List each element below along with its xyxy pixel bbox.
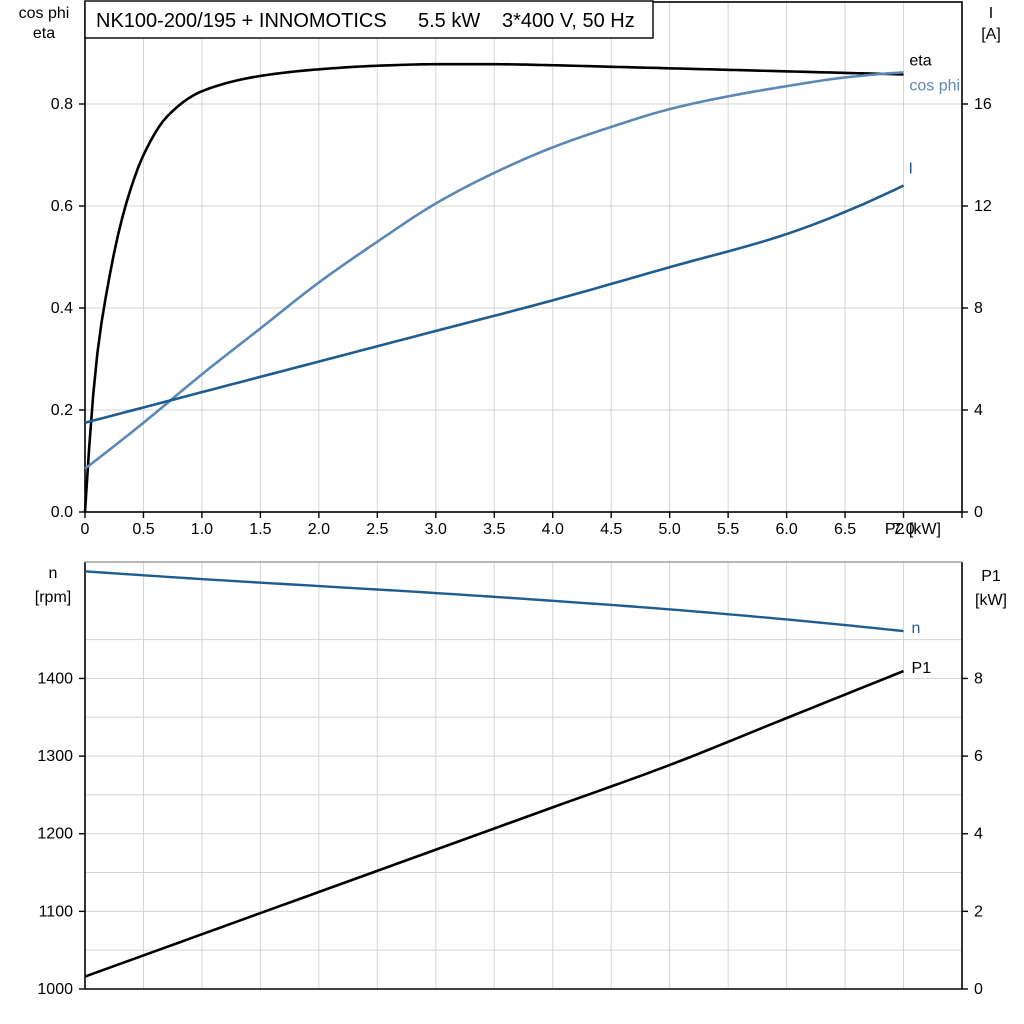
svg-text:P2 [kW]: P2 [kW] [885,521,941,538]
svg-text:1000: 1000 [37,981,73,998]
svg-text:1.0: 1.0 [191,521,213,538]
svg-text:1300: 1300 [37,748,73,765]
svg-text:12: 12 [974,198,992,215]
svg-text:[A]: [A] [981,26,1001,43]
svg-text:n: n [49,565,58,582]
svg-text:0: 0 [974,504,983,521]
svg-text:[kW]: [kW] [975,592,1007,609]
svg-text:2: 2 [974,903,983,920]
svg-text:8: 8 [974,670,983,687]
svg-text:0: 0 [81,521,90,538]
svg-text:3*400 V, 50 Hz: 3*400 V, 50 Hz [502,10,635,32]
svg-text:0.6: 0.6 [51,198,73,215]
svg-text:eta: eta [909,52,931,69]
svg-text:eta: eta [33,25,55,42]
svg-text:NK100-200/195 + INNOMOTICS: NK100-200/195 + INNOMOTICS [96,10,387,32]
svg-text:4.5: 4.5 [600,521,622,538]
svg-text:16: 16 [974,96,992,113]
svg-text:3.0: 3.0 [425,521,447,538]
svg-text:[rpm]: [rpm] [35,589,71,606]
svg-text:4: 4 [974,826,983,843]
svg-text:0: 0 [974,981,983,998]
svg-text:4.0: 4.0 [542,521,564,538]
svg-text:1100: 1100 [39,903,74,920]
svg-text:P1: P1 [981,568,1001,585]
svg-text:4: 4 [974,402,983,419]
svg-text:cos phi: cos phi [19,5,70,22]
svg-text:0.8: 0.8 [51,96,73,113]
svg-text:P1: P1 [912,660,932,677]
svg-text:1400: 1400 [37,670,73,687]
svg-text:0.2: 0.2 [51,402,73,419]
svg-text:1200: 1200 [37,826,73,843]
svg-text:I: I [989,5,993,22]
svg-text:cos phi: cos phi [909,77,960,94]
svg-text:0.0: 0.0 [51,504,73,521]
svg-text:5.5: 5.5 [717,521,739,538]
svg-text:2.5: 2.5 [366,521,388,538]
svg-text:n: n [912,620,921,637]
svg-text:6.0: 6.0 [775,521,797,538]
svg-text:8: 8 [974,300,983,317]
svg-text:6: 6 [974,748,983,765]
svg-text:5.0: 5.0 [659,521,681,538]
svg-text:3.5: 3.5 [483,521,505,538]
svg-text:2.0: 2.0 [308,521,330,538]
svg-text:I: I [909,161,913,178]
svg-text:0.4: 0.4 [51,300,73,317]
svg-text:1.5: 1.5 [249,521,271,538]
svg-text:5.5 kW: 5.5 kW [418,10,480,32]
svg-text:6.5: 6.5 [834,521,856,538]
svg-text:0.5: 0.5 [132,521,154,538]
